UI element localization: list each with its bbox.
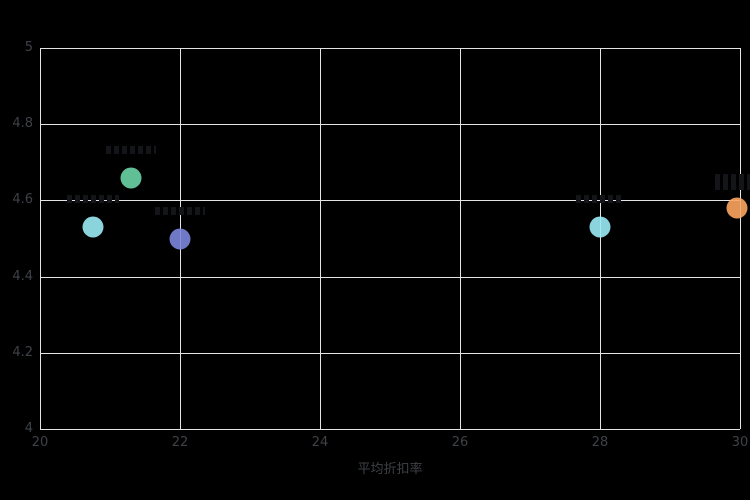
gridline-y-5	[40, 48, 740, 49]
data-point[interactable]	[169, 228, 191, 249]
data-point[interactable]	[82, 216, 104, 238]
gridline-x-20	[40, 48, 41, 429]
y-tick-label: 4	[24, 421, 33, 436]
x-tick-label: 28	[591, 435, 609, 450]
gridline-y-4.4	[40, 276, 740, 278]
gridline-y-4.8	[40, 124, 740, 126]
faint-point-label	[576, 195, 624, 204]
faint-point-label	[155, 206, 205, 215]
x-axis-title: 平均折扣率	[357, 462, 423, 477]
gridline-y-4.6	[40, 200, 740, 202]
y-tick-label: 4.2	[12, 344, 33, 360]
x-tick-label: 20	[31, 435, 49, 450]
gridline-y-4.2	[40, 352, 740, 354]
x-tick-label: 26	[451, 435, 469, 450]
y-tick-label: 4.8	[12, 116, 33, 132]
data-point[interactable]	[726, 197, 747, 219]
x-tick-label: 24	[311, 435, 329, 450]
gridline-x-24	[320, 48, 321, 429]
gridline-x-28	[600, 48, 601, 429]
data-point[interactable]	[589, 216, 611, 238]
x-tick-label: 22	[171, 435, 189, 450]
gridline-y-4	[40, 429, 740, 430]
data-point[interactable]	[120, 167, 142, 189]
faint-point-label	[67, 195, 120, 204]
faint-point-label	[714, 174, 750, 191]
y-tick-label: 4.4	[12, 268, 33, 284]
y-tick-label: 4.6	[12, 192, 33, 208]
faint-point-label	[106, 145, 156, 154]
gridline-x-26	[460, 48, 461, 429]
gridline-x-30	[740, 48, 741, 429]
y-tick-label: 5	[24, 40, 33, 55]
x-tick-label: 30	[731, 435, 749, 450]
